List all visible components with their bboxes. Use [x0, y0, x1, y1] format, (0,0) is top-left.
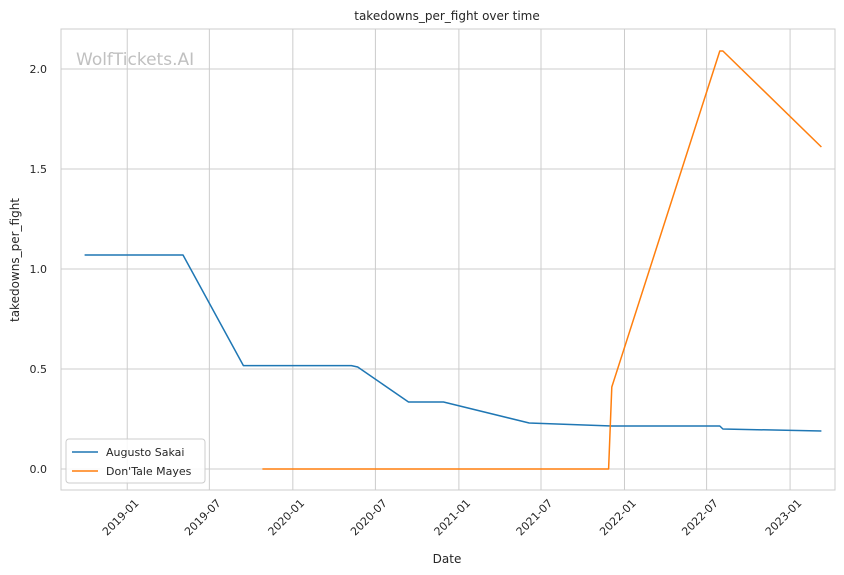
- y-tick-label: 1.5: [30, 163, 48, 176]
- legend-label-0: Augusto Sakai: [106, 446, 184, 459]
- plot-area-frame: [60, 28, 836, 491]
- x-tick-label: 2019-07: [182, 497, 224, 539]
- legend: Augusto Sakai Don'Tale Mayes: [65, 438, 206, 484]
- legend-label-1: Don'Tale Mayes: [106, 465, 192, 478]
- x-gridlines: [126, 29, 791, 490]
- series-layer: [84, 50, 822, 470]
- y-tick-label: 2.0: [30, 63, 48, 76]
- y-gridlines: [61, 68, 835, 470]
- legend-box: [65, 438, 206, 484]
- watermark-text: WolfTickets.AI: [76, 50, 194, 70]
- y-tick-label: 0.5: [30, 363, 48, 376]
- x-tick-label: 2021-01: [432, 497, 474, 539]
- series-line-0: [84, 254, 822, 432]
- series-line-1: [262, 50, 822, 470]
- x-tick-labels: 2019-01 2019-07 2020-01 2020-07 2021-01 2021-…: [100, 497, 805, 539]
- x-tick-label: 2022-01: [597, 497, 639, 539]
- x-tick-label: 2023-01: [763, 497, 805, 539]
- y-axis-title: takedowns_per_fight: [8, 198, 22, 322]
- x-tick-label: 2020-01: [266, 497, 308, 539]
- chart-title: takedowns_per_fight over time: [354, 9, 540, 23]
- x-axis-title: Date: [433, 552, 462, 566]
- x-tick-label: 2020-07: [348, 497, 390, 539]
- y-tick-labels: 0.0 0.5 1.0 1.5 2.0: [30, 63, 48, 476]
- y-tick-label: 0.0: [30, 463, 48, 476]
- x-tick-label: 2019-01: [100, 497, 142, 539]
- x-tick-label: 2022-07: [679, 497, 721, 539]
- x-tick-label: 2021-07: [514, 497, 556, 539]
- y-tick-label: 1.0: [30, 263, 48, 276]
